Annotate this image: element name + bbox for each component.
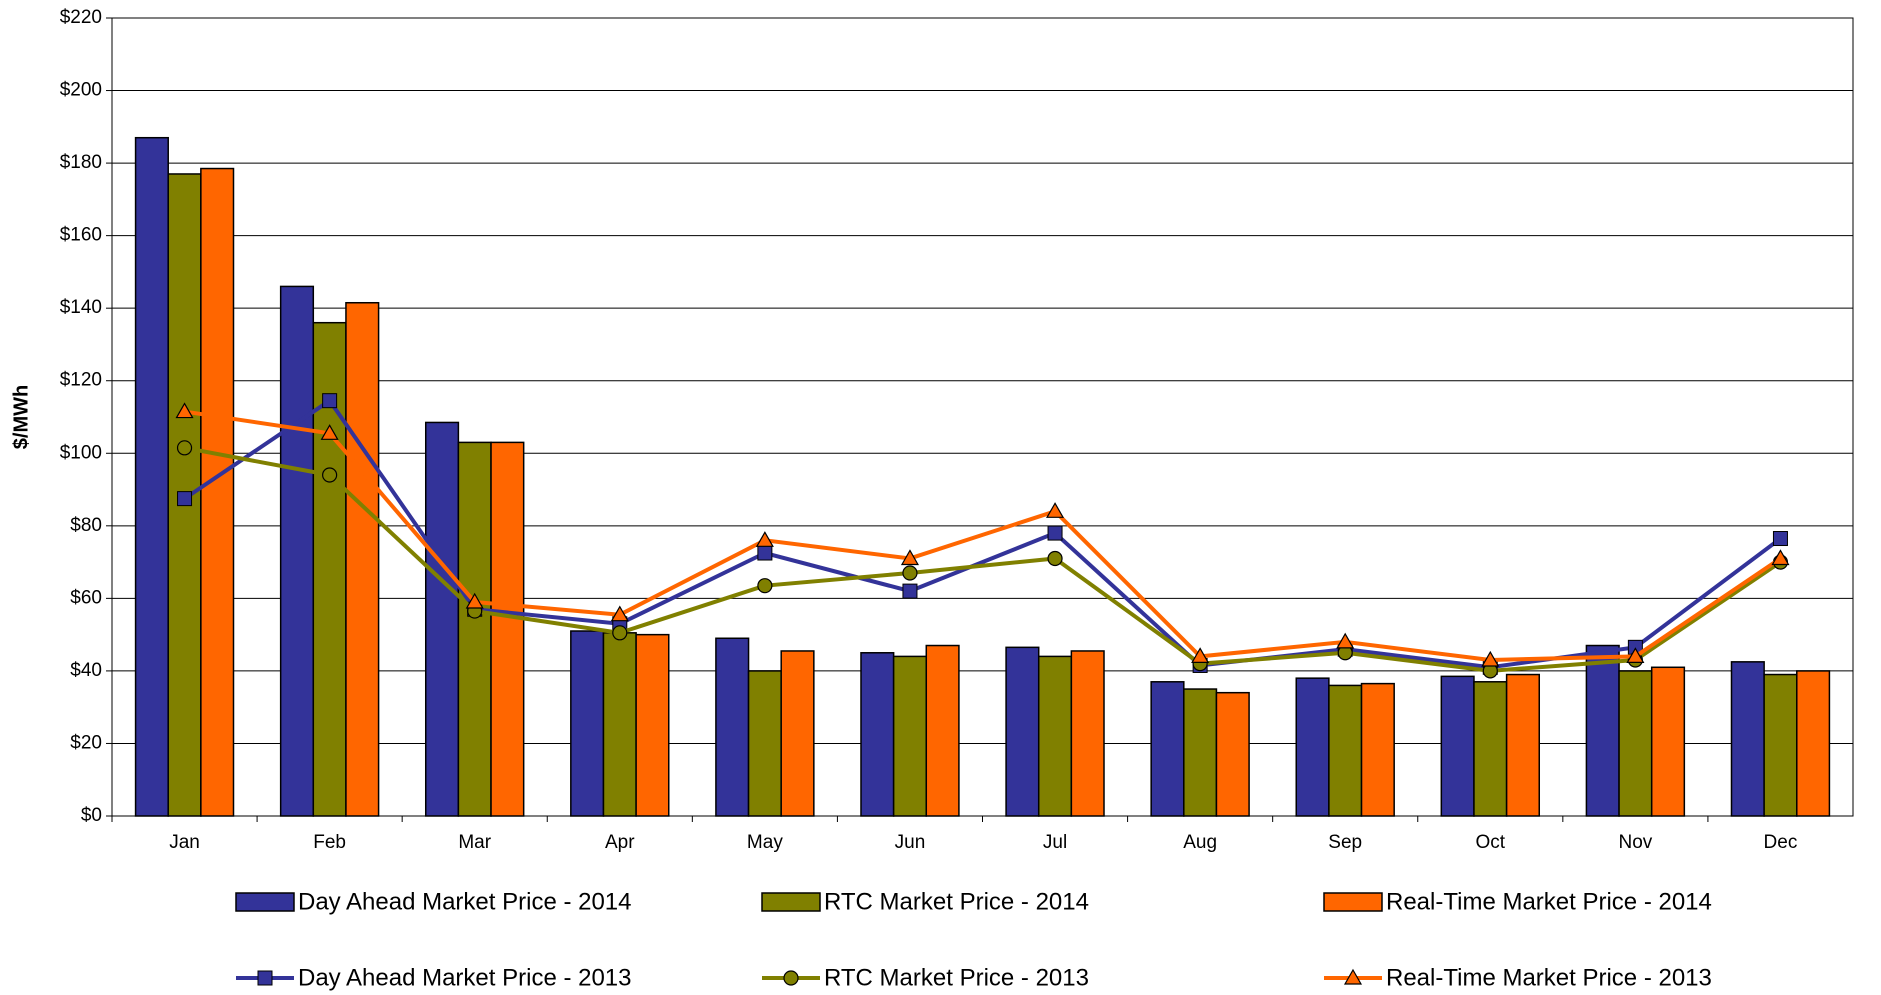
marker bbox=[465, 592, 484, 609]
legend-label: RTC Market Price - 2014 bbox=[824, 888, 1089, 915]
bar bbox=[747, 670, 782, 817]
marker bbox=[612, 625, 628, 641]
bar bbox=[925, 644, 960, 817]
bar bbox=[860, 652, 895, 817]
bar bbox=[1295, 677, 1330, 817]
bar bbox=[1585, 644, 1620, 817]
legend-marker bbox=[783, 970, 799, 986]
bar bbox=[570, 630, 605, 817]
y-tick-label: $120 bbox=[60, 370, 102, 391]
bar bbox=[457, 441, 492, 817]
bar bbox=[602, 632, 637, 817]
y-tick-label: $0 bbox=[81, 805, 102, 826]
marker bbox=[176, 440, 193, 456]
marker bbox=[755, 531, 774, 547]
legend-label: Day Ahead Market Price - 2013 bbox=[298, 964, 632, 991]
legend-label: RTC Market Price - 2013 bbox=[824, 964, 1089, 991]
marker bbox=[1191, 647, 1210, 664]
bar bbox=[1763, 673, 1798, 817]
bar bbox=[635, 633, 670, 817]
bar bbox=[1650, 666, 1686, 817]
bar bbox=[134, 136, 169, 817]
x-tick-label: Aug bbox=[1183, 832, 1217, 853]
y-tick-label: $60 bbox=[70, 587, 102, 608]
x-tick-label: Jan bbox=[169, 832, 200, 853]
line bbox=[184, 409, 1782, 663]
x-tick-label: Oct bbox=[1476, 832, 1506, 853]
bar bbox=[1183, 688, 1218, 817]
marker bbox=[1626, 647, 1645, 664]
y-tick-label: $180 bbox=[60, 152, 102, 173]
x-tick-label: Nov bbox=[1618, 832, 1652, 853]
x-tick-label: Feb bbox=[313, 832, 346, 853]
bar bbox=[1440, 675, 1475, 817]
y-tick-label: $40 bbox=[70, 660, 102, 681]
bar bbox=[345, 301, 380, 817]
legend-marker bbox=[257, 970, 273, 986]
marker bbox=[902, 583, 918, 599]
legend-swatch bbox=[761, 892, 821, 912]
marker bbox=[175, 402, 194, 419]
marker bbox=[1046, 502, 1065, 518]
x-tick-label: May bbox=[747, 832, 783, 853]
y-axis-label: $/MWh bbox=[10, 385, 32, 449]
y-tick-label: $160 bbox=[60, 225, 102, 246]
marker bbox=[322, 393, 338, 409]
bar bbox=[1360, 682, 1395, 817]
marker bbox=[1336, 632, 1355, 649]
bar bbox=[1215, 691, 1250, 817]
marker bbox=[1047, 525, 1063, 541]
bar bbox=[1473, 681, 1508, 817]
marker bbox=[322, 467, 338, 483]
legend-label: Real-Time Market Price - 2013 bbox=[1386, 964, 1712, 991]
bar bbox=[780, 650, 815, 817]
marker bbox=[320, 424, 339, 440]
legend-label: Day Ahead Market Price - 2014 bbox=[298, 888, 632, 915]
bar bbox=[892, 655, 928, 817]
y-tick-label: $20 bbox=[70, 732, 102, 753]
bar bbox=[490, 441, 525, 817]
bar bbox=[715, 637, 750, 817]
legend-swatch bbox=[235, 892, 295, 912]
marker bbox=[1481, 650, 1500, 667]
x-tick-label: Dec bbox=[1764, 832, 1798, 853]
marker bbox=[757, 545, 773, 561]
legend-swatch bbox=[1323, 892, 1383, 912]
x-tick-label: Jun bbox=[895, 832, 926, 853]
y-tick-label: $80 bbox=[70, 515, 102, 536]
marker bbox=[757, 578, 773, 594]
y-tick-label: $220 bbox=[60, 7, 102, 28]
x-tick-label: Jul bbox=[1043, 832, 1067, 853]
marker bbox=[900, 549, 919, 566]
bar bbox=[424, 421, 460, 817]
bar bbox=[1070, 650, 1105, 817]
line bbox=[184, 445, 1782, 673]
bar bbox=[1328, 684, 1363, 817]
bar bbox=[1037, 655, 1073, 817]
bar bbox=[279, 285, 315, 817]
marker bbox=[902, 565, 918, 581]
bar bbox=[200, 167, 235, 817]
bar bbox=[1150, 681, 1185, 817]
bar bbox=[1796, 670, 1831, 817]
y-tick-label: $200 bbox=[60, 80, 102, 101]
bar bbox=[1005, 646, 1040, 817]
legend-marker bbox=[1343, 968, 1363, 985]
bar bbox=[1730, 661, 1765, 817]
marker bbox=[177, 491, 193, 507]
x-tick-label: Mar bbox=[458, 832, 491, 853]
marker bbox=[1771, 549, 1790, 566]
bar bbox=[1618, 670, 1653, 817]
y-tick-label: $140 bbox=[60, 297, 102, 318]
marker bbox=[1047, 550, 1063, 567]
bar bbox=[1505, 673, 1541, 817]
x-tick-label: Sep bbox=[1328, 832, 1362, 853]
x-tick-label: Apr bbox=[605, 832, 635, 853]
marker bbox=[1772, 531, 1788, 547]
marker bbox=[610, 605, 629, 622]
y-tick-label: $100 bbox=[60, 442, 102, 463]
legend-label: Real-Time Market Price - 2014 bbox=[1386, 888, 1712, 915]
